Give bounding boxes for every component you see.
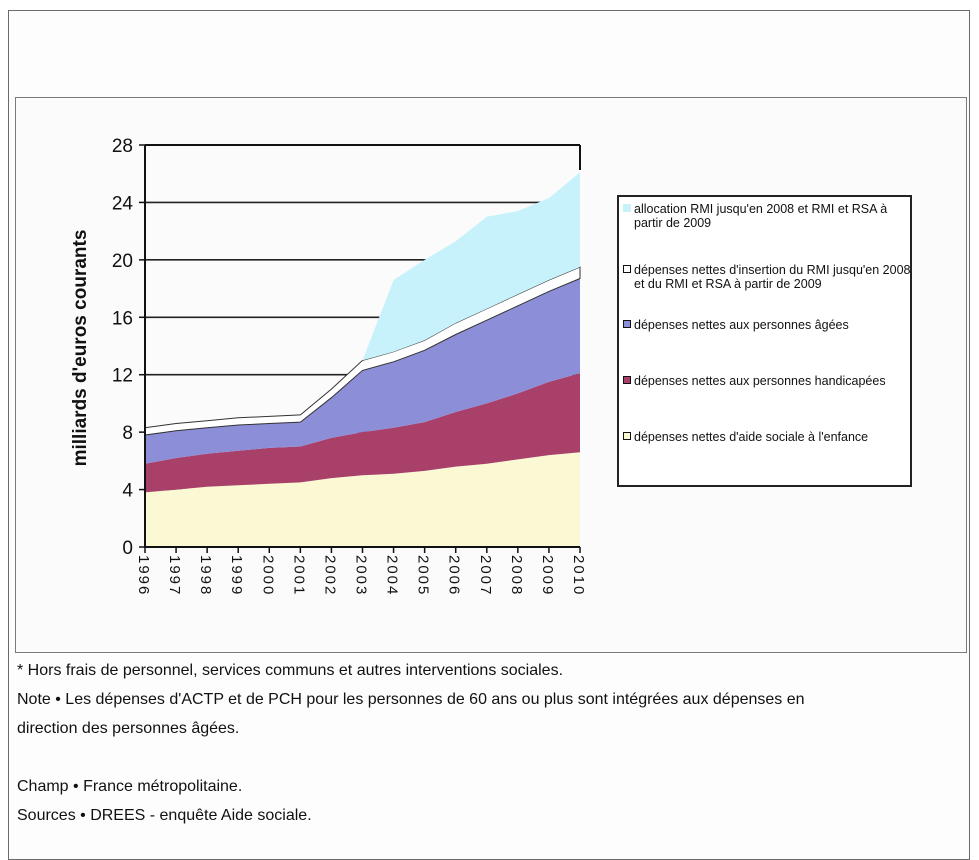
legend-item-rmi-allocation: allocation RMI jusqu'en 2008 et RMI et R…	[623, 202, 913, 230]
area-4	[144, 266, 581, 436]
y-tick-label: 0	[122, 538, 133, 559]
x-tick-label: 2005	[415, 555, 432, 596]
area-5	[145, 172, 580, 428]
figure-notes: * Hors frais de personnel, services comm…	[17, 656, 975, 830]
x-tick-label: 2008	[508, 555, 525, 596]
area-1	[145, 452, 580, 547]
y-tick-label: 16	[112, 308, 133, 329]
legend-label: allocation RMI jusqu'en 2008 et RMI et R…	[634, 202, 888, 230]
legend-swatch	[623, 376, 631, 384]
legend-item-enfance: dépenses nettes d'aide sociale à l'enfan…	[623, 430, 913, 444]
x-tick-label: 1997	[166, 555, 183, 596]
y-tick-label: 12	[112, 366, 133, 387]
y-tick-label: 24	[112, 193, 134, 214]
x-tick-label: 1999	[228, 555, 245, 596]
footnote-asterisk: * Hors frais de personnel, services comm…	[17, 662, 564, 679]
legend-label: dépenses nettes aux personnes âgées	[634, 318, 849, 332]
area-2	[145, 373, 580, 493]
y-tick-label: 20	[112, 251, 133, 272]
y-tick-label: 8	[122, 423, 133, 444]
area-3	[145, 278, 580, 464]
y-tick-label: 4	[122, 481, 133, 502]
y-axis-label: milliards d'euros courants	[70, 230, 91, 467]
legend-item-personnes-agees: dépenses nettes aux personnes âgées	[623, 318, 913, 332]
x-tick-label: 2006	[446, 555, 463, 596]
area-series	[144, 172, 581, 547]
x-tick-label: 2010	[570, 555, 587, 596]
legend-label: dépenses nettes aux personnes handicapée…	[634, 374, 886, 388]
x-tick-label: 2000	[259, 555, 276, 596]
y-tick-label: 28	[112, 136, 133, 157]
note-line: Note • Les dépenses d'ACTP et de PCH pou…	[17, 691, 805, 708]
x-tick-label: 1998	[197, 555, 214, 596]
blank-line	[17, 743, 975, 772]
x-tick-label: 2001	[290, 555, 307, 596]
legend-label: dépenses nettes d'insertion du RMI jusqu…	[634, 263, 911, 291]
x-tick-label: 2003	[353, 555, 370, 596]
x-tick-label: 2007	[477, 555, 494, 596]
legend: allocation RMI jusqu'en 2008 et RMI et R…	[617, 195, 912, 487]
x-tick-label: 2002	[321, 555, 338, 596]
x-tick-label: 1996	[135, 555, 152, 596]
legend-swatch	[623, 265, 631, 273]
legend-item-rmi-insertion: dépenses nettes d'insertion du RMI jusqu…	[623, 263, 913, 291]
note-line-continued: direction des personnes âgées.	[17, 720, 240, 737]
legend-swatch	[623, 432, 631, 440]
legend-label: dépenses nettes d'aide sociale à l'enfan…	[634, 430, 869, 444]
sources-line: Sources • DREES - enquête Aide sociale.	[17, 807, 312, 824]
x-tick-label: 2009	[539, 555, 556, 596]
champ-line: Champ • France métropolitaine.	[17, 778, 243, 795]
x-tick-label: 2004	[384, 555, 401, 596]
y-tick-labels: 0 4 8 12 16 20 24 28	[112, 136, 134, 559]
axes	[139, 144, 581, 553]
legend-swatch	[623, 320, 631, 328]
legend-item-handicapees: dépenses nettes aux personnes handicapée…	[623, 374, 913, 388]
legend-swatch	[623, 204, 631, 212]
x-tick-labels: 1996 1997 1998 1999 2000 2001 2002 2003 2004 2005…	[135, 555, 587, 596]
